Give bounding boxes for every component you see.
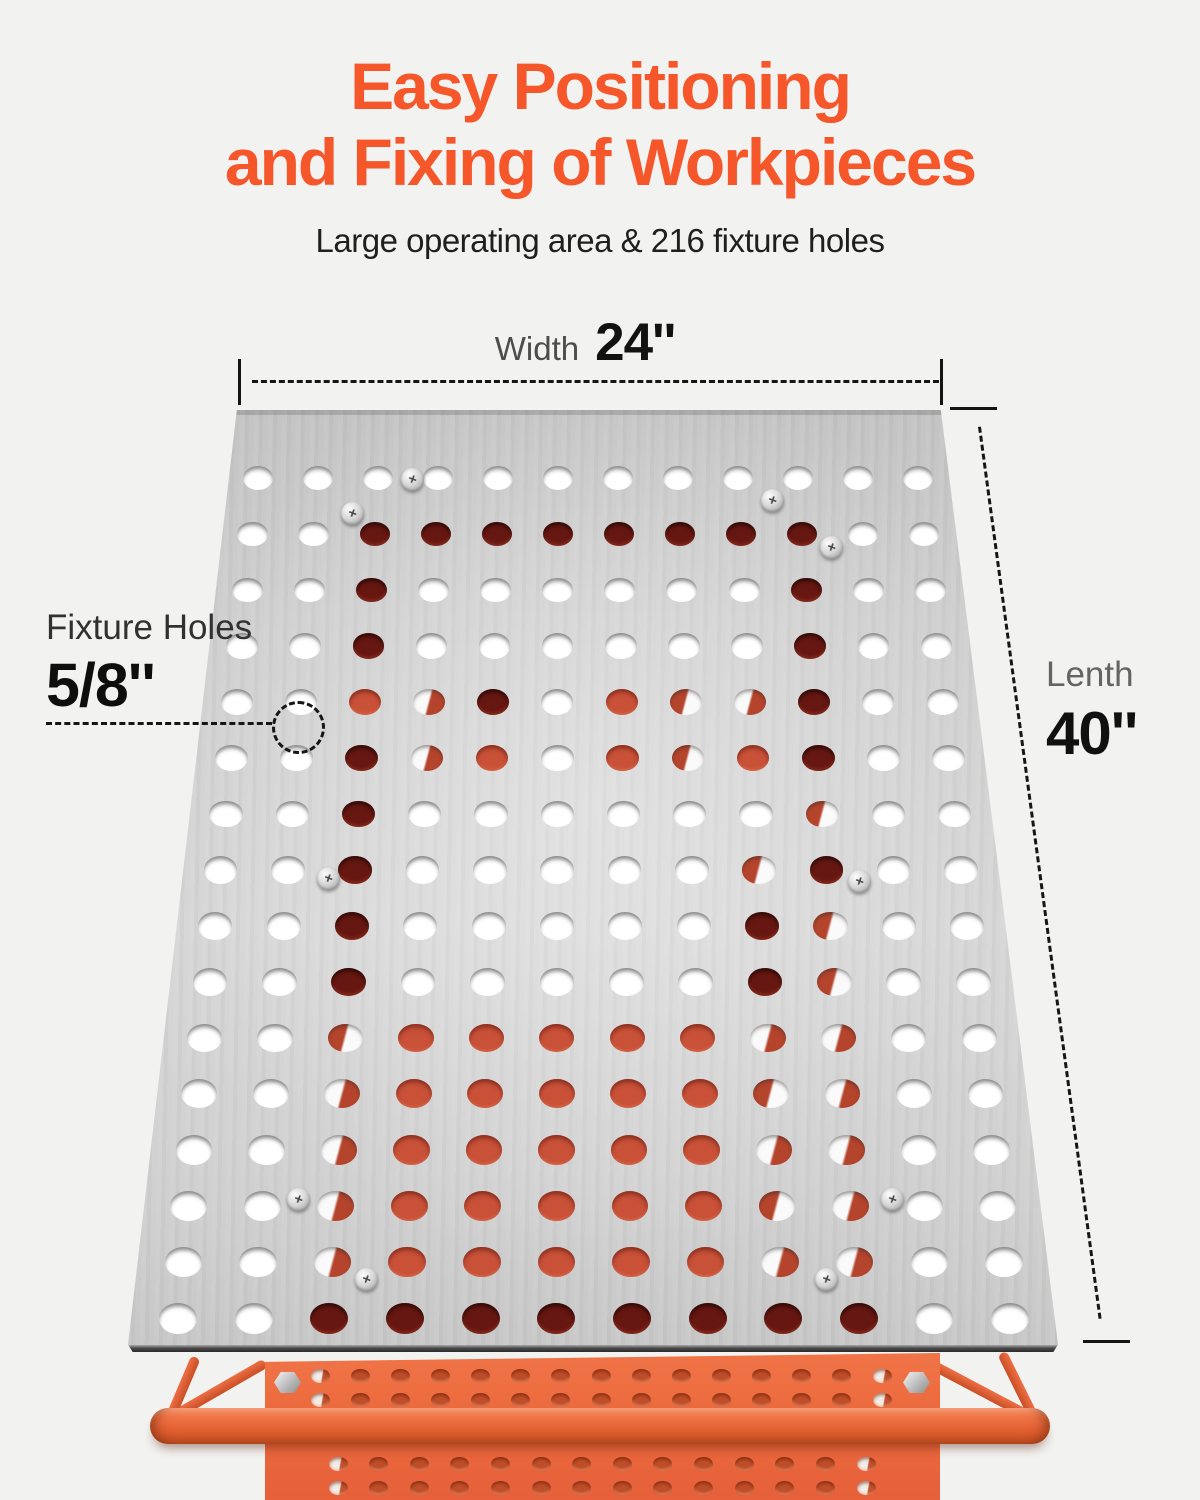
dimension-tick — [238, 359, 241, 405]
page-subtitle: Large operating area & 216 fixture holes — [315, 222, 885, 259]
fixture-holes-label: Fixture Holes — [46, 608, 253, 647]
title-line-2: and Fixing of Workpieces — [224, 125, 977, 199]
length-dimension-label: Lenth 40'' — [1046, 655, 1138, 768]
page-title: Easy Positioning and Fixing of Workpiece… — [0, 48, 1200, 200]
width-dimension-line — [252, 380, 939, 383]
fixture-holes-dimension-label: Fixture Holes 5/8'' — [46, 608, 252, 720]
stand-handle-bar — [150, 1408, 1050, 1444]
perforated-tabletop — [128, 410, 1058, 1352]
fixture-pointer-line — [46, 722, 272, 725]
hex-bolt-icon — [274, 1372, 301, 1393]
hex-bolt-icon — [903, 1372, 930, 1393]
width-dimension-label: Width 24'' — [494, 312, 677, 373]
fixture-hole-callout-circle — [272, 701, 325, 754]
length-value: 40'' — [1046, 700, 1138, 767]
dimension-tick — [950, 407, 997, 410]
plate-bottom-edge — [128, 1345, 1058, 1352]
dimension-tick — [940, 359, 943, 405]
width-label: Width — [494, 330, 580, 367]
title-line-1: Easy Positioning — [350, 49, 852, 123]
plate-top-shade — [128, 410, 1058, 415]
length-label: Lenth — [1046, 655, 1134, 694]
width-value: 24'' — [595, 313, 676, 372]
fixture-holes-value: 5/8'' — [46, 651, 156, 719]
dimension-tick — [1083, 1340, 1130, 1343]
